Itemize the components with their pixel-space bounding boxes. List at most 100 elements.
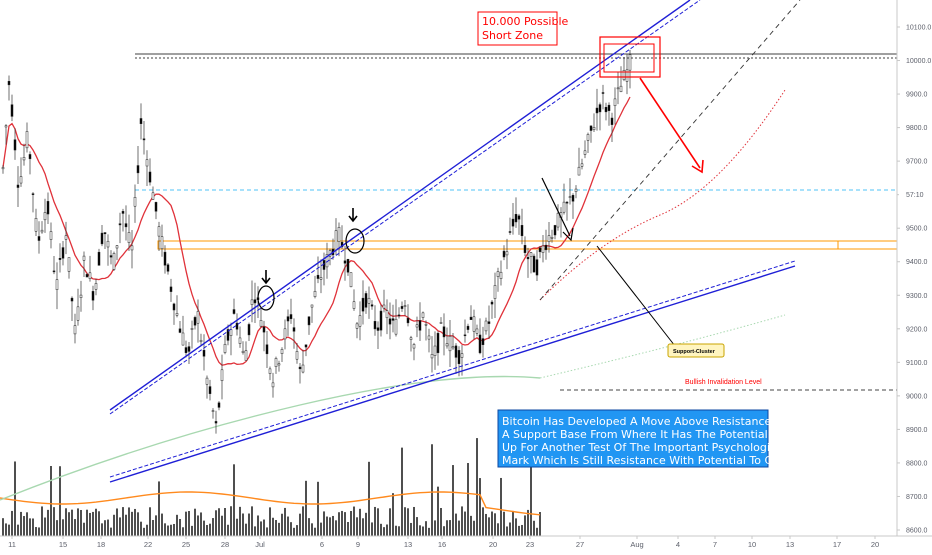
- projection-line: [539, 0, 801, 301]
- volume-bar: [536, 527, 538, 536]
- volume-bar: [482, 507, 484, 536]
- volume-bar: [188, 511, 190, 536]
- candle-bull: [439, 322, 443, 324]
- candle-bull: [55, 279, 59, 290]
- candle-bear: [286, 316, 290, 322]
- volume-bar: [92, 511, 94, 536]
- candle-bear: [172, 303, 176, 311]
- price-tick-label: 9700.0: [906, 159, 928, 166]
- volume-bar: [170, 524, 172, 536]
- volume-bar: [461, 506, 463, 536]
- volume-bar: [17, 524, 19, 536]
- price-tick-label: 8600.0: [906, 528, 928, 535]
- time-tick-label: 25: [182, 540, 190, 549]
- volume-bar: [203, 520, 205, 536]
- ma-green-projection: [539, 314, 786, 379]
- time-tick-label: 28: [221, 540, 229, 549]
- candle-bear: [70, 297, 74, 302]
- candle-bull: [19, 176, 23, 184]
- candle-bull: [445, 343, 449, 347]
- candle-bull: [451, 346, 455, 349]
- candle-bull: [409, 337, 413, 340]
- volume-bar: [404, 507, 406, 536]
- candle-bear: [469, 316, 473, 320]
- candle-bull: [250, 299, 254, 305]
- candle-bull: [358, 315, 362, 327]
- candle-bull: [319, 277, 323, 280]
- volume-bar: [425, 521, 427, 536]
- volume-bar: [278, 522, 280, 536]
- volume-bar: [533, 520, 535, 536]
- candle-bull: [223, 343, 227, 353]
- candle-bear: [589, 125, 593, 131]
- volume-bar: [77, 508, 79, 536]
- price-tick-label: 10100.0: [906, 25, 931, 32]
- candle-bull: [415, 324, 419, 328]
- volume-bar: [515, 518, 517, 536]
- candle-bear: [58, 258, 62, 260]
- candle-bull: [106, 240, 110, 248]
- candle-bull: [613, 98, 617, 107]
- support-cluster-label: Support-Cluster: [673, 349, 716, 355]
- candle-bear: [7, 80, 11, 86]
- volume-bar: [161, 513, 163, 536]
- candle-bear: [61, 247, 65, 259]
- candle-bear: [610, 117, 614, 125]
- short-zone-line2: Short Zone: [482, 29, 543, 42]
- moving-averages: [0, 89, 786, 501]
- volume-bar: [233, 464, 235, 536]
- price-tick-label: 9200.0: [906, 326, 928, 333]
- candle-bear: [124, 223, 128, 228]
- time-tick-label: 17: [833, 540, 841, 549]
- volume-bar: [518, 525, 520, 536]
- arrow-down-2: [348, 208, 358, 223]
- price-tick-label: 8700.0: [906, 494, 928, 501]
- candle-bear: [508, 231, 512, 233]
- volume-bar: [68, 512, 70, 536]
- candle-bear: [304, 344, 308, 348]
- candle-bear: [100, 232, 104, 245]
- volume-bar: [314, 527, 316, 536]
- candle-bear: [298, 366, 302, 370]
- candle-bull: [568, 196, 572, 198]
- volume-bar: [500, 477, 502, 536]
- volume-bar: [197, 515, 199, 536]
- candle-bull: [127, 232, 131, 243]
- volume-bar: [389, 508, 391, 536]
- volume-bar: [398, 526, 400, 536]
- volume-bar: [341, 510, 343, 536]
- support-arrow-head: [562, 227, 574, 242]
- candle-bull: [190, 328, 194, 330]
- time-tick-label: 27: [576, 540, 584, 549]
- info-line-1: Bitcoin Has Developed A Move Above Resis…: [502, 415, 821, 428]
- time-axis: 11 15 18 22 25 28 Jul 6 9 13 16 20 23 27 Aug 4 7 10 13 17 20: [0, 535, 932, 549]
- volume-bar: [479, 478, 481, 536]
- candle-bull: [40, 229, 44, 233]
- volume-bar: [230, 506, 232, 536]
- candle-bear: [109, 255, 113, 258]
- volume-bar: [413, 506, 415, 536]
- volume-bar: [191, 525, 193, 536]
- volume-bar: [89, 512, 91, 536]
- candle-bull: [484, 320, 488, 332]
- volume-bar: [284, 507, 286, 536]
- candle-bull: [622, 69, 626, 80]
- candle-bull: [25, 131, 29, 149]
- volume-bar: [23, 516, 25, 536]
- volume-ma: [0, 491, 541, 516]
- candle-bull: [382, 304, 386, 309]
- candle-bull: [133, 197, 137, 207]
- volume-bar: [113, 514, 115, 536]
- ma-green: [0, 375, 541, 501]
- candle-bull: [280, 349, 284, 354]
- candle-bull: [313, 290, 317, 297]
- volume-bar: [449, 520, 451, 536]
- volume-bar: [374, 506, 376, 536]
- candle-bull: [337, 227, 341, 242]
- volume-bar: [152, 520, 154, 536]
- volume-bar: [239, 506, 241, 536]
- candle-bear: [193, 317, 197, 326]
- candle-bear: [139, 118, 143, 124]
- candle-bull: [427, 335, 431, 340]
